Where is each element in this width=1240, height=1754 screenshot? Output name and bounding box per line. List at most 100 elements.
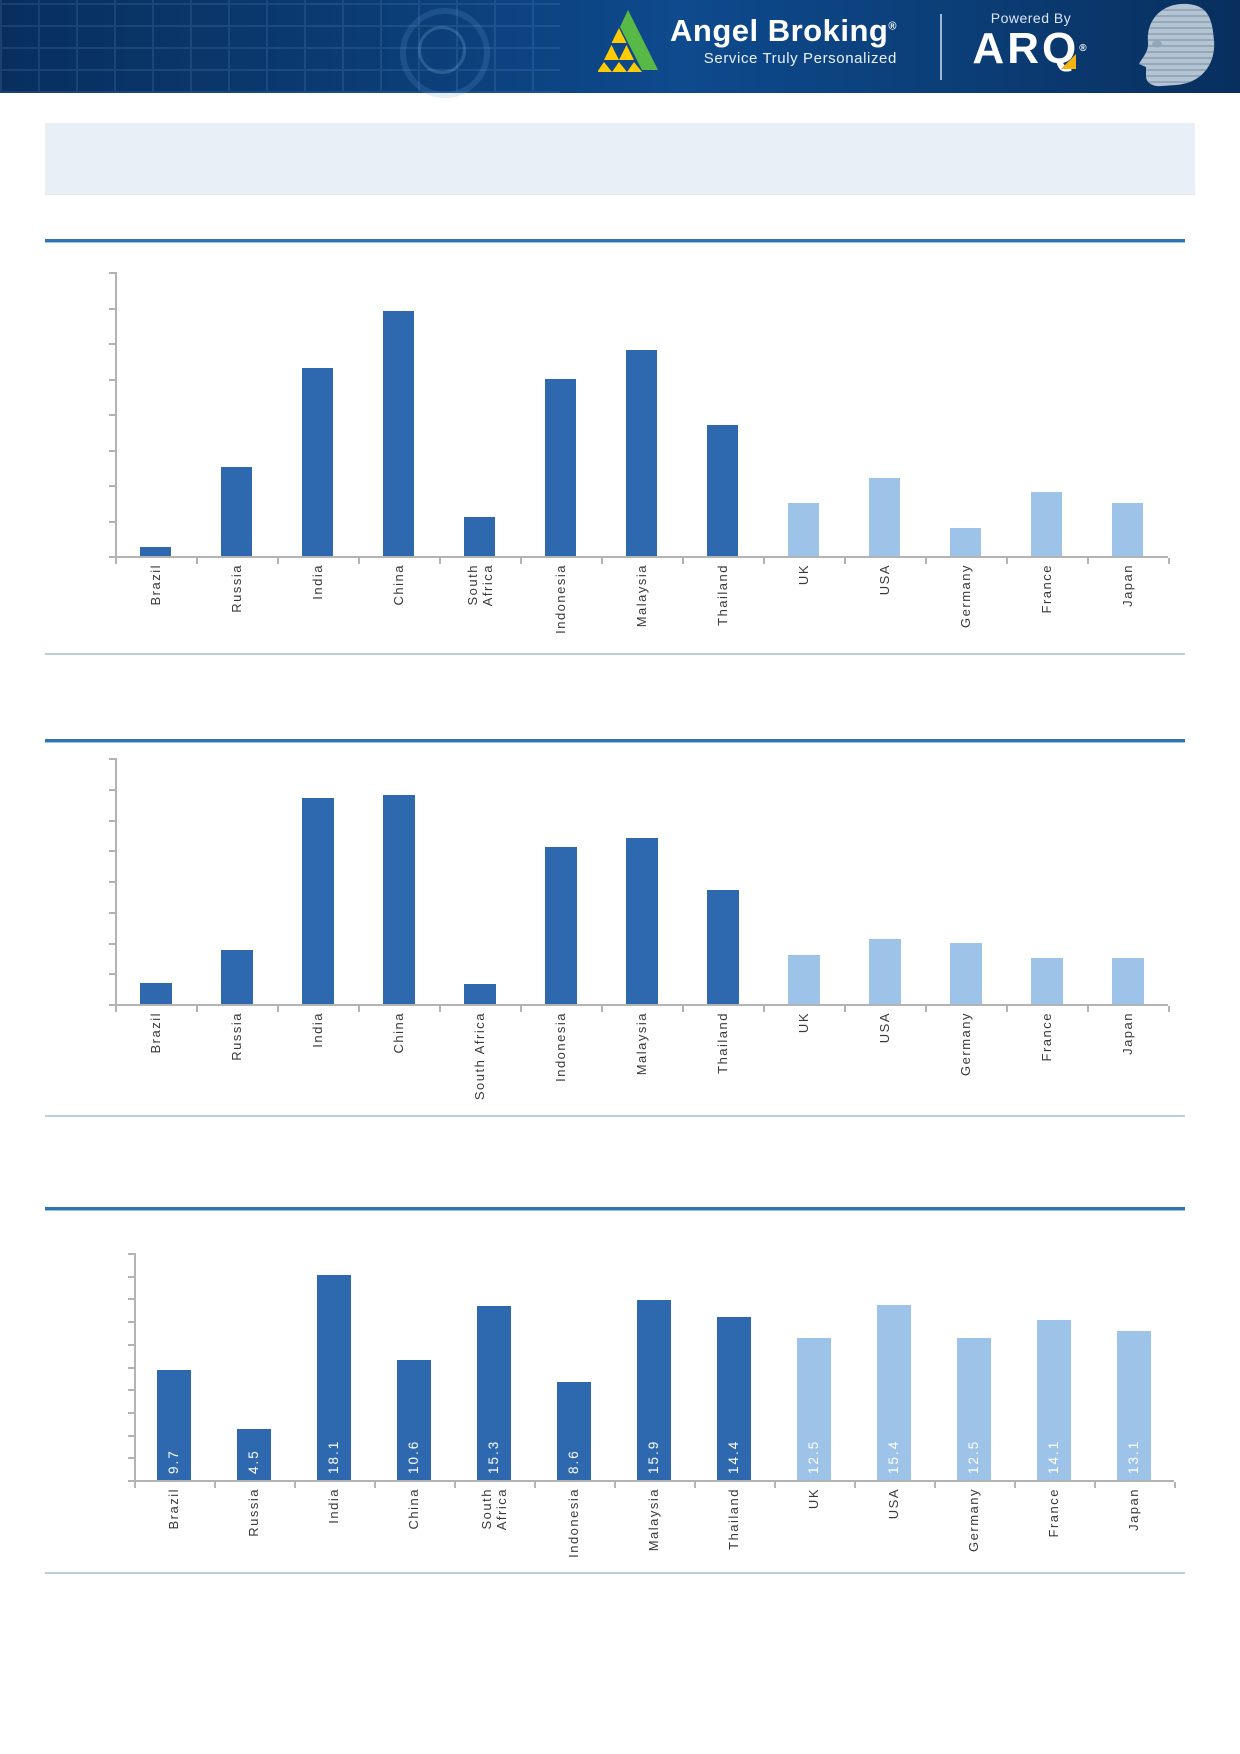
x-axis-tick: [694, 1482, 696, 1488]
category-label-china: China: [406, 1488, 421, 1530]
x-axis-tick: [358, 1006, 360, 1012]
bar-france: [1030, 957, 1063, 1004]
x-axis-tick: [1168, 558, 1170, 564]
x-axis-tick: [614, 1482, 616, 1488]
arq-yellow-triangle-icon: [1060, 54, 1076, 69]
bar-usa: [868, 939, 901, 1004]
y-axis-tick: [109, 911, 115, 914]
section-rule-blue: [45, 1207, 1185, 1211]
x-axis-tick: [534, 1482, 536, 1488]
powered-by-lockup: Powered By ARQ®: [956, 10, 1106, 72]
category-label-germany: Germany: [957, 1012, 973, 1076]
category-label-russia: Russia: [228, 1012, 244, 1061]
bar-usa: [877, 1305, 911, 1480]
y-axis-tick: [109, 449, 115, 452]
x-axis-tick: [115, 558, 117, 564]
section-divider-light: [45, 1572, 1185, 1574]
value-label-south-africa: 15.3: [486, 1439, 501, 1474]
y-axis-tick: [109, 758, 115, 760]
section-divider-light: [45, 1115, 1185, 1117]
value-label-usa: 15.4: [886, 1439, 901, 1474]
title-box: [45, 123, 1195, 195]
category-label-germany: Germany: [957, 564, 973, 628]
bar-germany: [950, 527, 981, 556]
brand-text: Angel Broking® Service Truly Personalize…: [670, 10, 897, 68]
bar-china: [397, 1359, 431, 1480]
category-label-japan: Japan: [1119, 1012, 1135, 1055]
bar-japan: [1117, 1331, 1151, 1480]
y-axis-tick: [128, 1411, 134, 1414]
x-axis-tick: [682, 1006, 684, 1012]
wireframe-head-graphic: [1110, 0, 1240, 93]
category-label-thailand: Thailand: [726, 1488, 741, 1550]
x-axis-tick: [134, 1482, 136, 1488]
bar-france: [1031, 492, 1062, 556]
x-axis-tick: [682, 558, 684, 564]
x-axis-tick: [115, 1006, 117, 1012]
header-banner: Angel Broking® Service Truly Personalize…: [0, 0, 1240, 98]
y-axis-tick: [128, 1366, 134, 1369]
brand-name: Angel Broking®: [670, 13, 897, 49]
category-label-japan: Japan: [1126, 1488, 1141, 1531]
section-divider-light: [45, 653, 1185, 655]
x-axis-tick: [1174, 1482, 1176, 1488]
value-label-russia: 4.5: [246, 1449, 261, 1474]
category-label-uk: UK: [795, 564, 811, 586]
y-axis-tick: [128, 1457, 134, 1460]
bar-indonesia: [557, 1382, 591, 1480]
bar-brazil: [139, 982, 172, 1004]
bar-india: [301, 798, 334, 1004]
value-label-indonesia: 8.6: [566, 1449, 581, 1474]
bar-france: [1037, 1320, 1071, 1480]
value-label-thailand: 14.4: [726, 1439, 741, 1474]
value-label-uk: 12.5: [806, 1439, 821, 1474]
section-rule-blue: [45, 239, 1185, 243]
x-axis-tick: [277, 558, 279, 564]
bar-china: [383, 311, 414, 556]
x-axis: [114, 1004, 1168, 1006]
y-axis: [134, 1253, 136, 1485]
y-axis-tick: [109, 307, 115, 310]
category-label-china: China: [390, 1012, 406, 1054]
x-axis-tick: [1006, 1006, 1008, 1012]
bar-malaysia: [637, 1299, 671, 1480]
category-label-russia: Russia: [228, 564, 244, 613]
bar-thailand: [707, 424, 738, 556]
value-label-china: 10.6: [406, 1439, 421, 1474]
bar-malaysia: [625, 838, 658, 1005]
header-divider: [940, 14, 942, 80]
value-label-germany: 12.5: [966, 1439, 981, 1474]
y-axis-tick: [109, 788, 115, 791]
ring-decor-inner: [418, 26, 466, 74]
category-label-south-africa: South Africa: [464, 564, 495, 607]
x-axis-tick: [1087, 558, 1089, 564]
arq-logo: ARQ®: [972, 24, 1090, 73]
category-label-thailand: Thailand: [714, 1012, 730, 1074]
x-axis-tick: [925, 1006, 927, 1012]
y-axis-tick: [128, 1343, 134, 1346]
x-axis-tick: [196, 1006, 198, 1012]
y-axis-tick: [109, 819, 115, 822]
bar-south-africa: [477, 1306, 511, 1480]
bar-thailand: [717, 1316, 751, 1480]
y-axis-tick: [109, 973, 115, 976]
x-axis-tick: [1094, 1482, 1096, 1488]
bar-indonesia: [544, 847, 577, 1004]
bar-russia: [220, 950, 253, 1004]
category-label-china: China: [390, 564, 406, 606]
category-label-usa: USA: [886, 1488, 901, 1520]
category-label-malaysia: Malaysia: [646, 1488, 661, 1552]
category-label-japan: Japan: [1119, 564, 1135, 607]
value-label-france: 14.1: [1046, 1439, 1061, 1474]
x-axis-tick: [294, 1482, 296, 1488]
y-axis-tick: [128, 1253, 134, 1255]
x-axis-tick: [601, 558, 603, 564]
category-label-france: France: [1038, 564, 1054, 614]
value-label-india: 18.1: [326, 1439, 341, 1474]
x-axis-tick: [1087, 1006, 1089, 1012]
y-axis: [115, 272, 117, 561]
ring-decor: [400, 8, 490, 98]
y-axis-tick: [128, 1434, 134, 1437]
category-label-indonesia: Indonesia: [566, 1488, 581, 1558]
category-label-south-africa: South Africa: [471, 1012, 487, 1101]
